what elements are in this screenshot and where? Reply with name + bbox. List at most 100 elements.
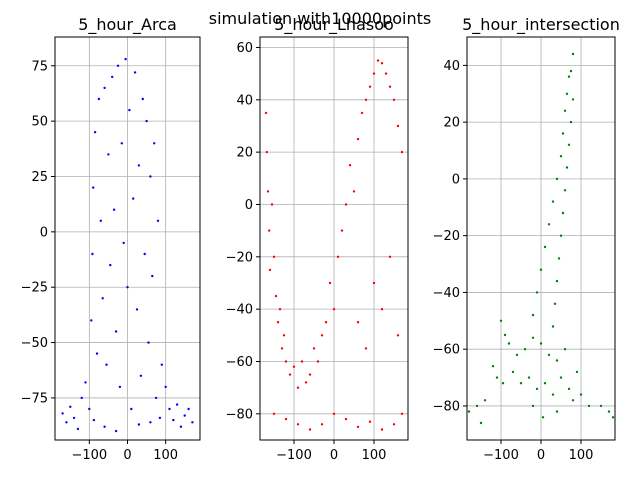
scatter-point	[324, 321, 328, 324]
scatter-point	[575, 370, 579, 374]
scatter-point	[372, 281, 376, 285]
scatter-point	[328, 281, 332, 285]
scatter-point	[467, 410, 471, 413]
y-tick-label: 0	[40, 225, 48, 240]
scatter-point	[380, 308, 384, 311]
scatter-point	[400, 150, 404, 154]
scatter-point	[539, 342, 543, 345]
scatter-point	[304, 381, 308, 384]
scatter-point	[97, 97, 101, 101]
scatter-point	[179, 425, 183, 428]
scatter-point	[272, 412, 276, 415]
scatter-point	[107, 153, 110, 156]
y-tick-label: −20	[226, 250, 253, 265]
y-tick-label: 50	[31, 115, 48, 130]
x-tick-label: −100	[276, 448, 312, 463]
scatter-point	[114, 330, 118, 333]
scatter-point	[88, 407, 91, 411]
scatter-point	[270, 203, 274, 206]
scatter-point	[555, 177, 559, 181]
scatter-point	[320, 423, 324, 426]
scatter-point	[380, 62, 384, 65]
scatter-point	[567, 143, 571, 146]
scatter-point	[561, 211, 565, 215]
x-tick-label: 0	[537, 448, 545, 463]
scatter-point	[555, 279, 559, 283]
scatter-point	[531, 336, 535, 339]
scatter-point	[105, 363, 108, 366]
scatter-point	[114, 429, 118, 433]
scatter-point	[147, 341, 150, 344]
scatter-point	[320, 334, 324, 337]
scatter-point	[507, 342, 511, 345]
scatter-point	[388, 85, 392, 88]
scatter-point	[175, 403, 179, 406]
scatter-point	[296, 386, 300, 389]
x-tick-label: 0	[330, 448, 338, 463]
scatter-point	[284, 417, 288, 421]
scatter-point	[292, 365, 296, 368]
scatter-point	[308, 428, 312, 431]
scatter-point	[531, 404, 535, 408]
scatter-point	[154, 396, 158, 400]
scatter-point	[99, 219, 103, 222]
scatter-point	[515, 353, 519, 357]
y-tick-label: 20	[443, 116, 460, 131]
y-tick-label: −25	[21, 281, 48, 296]
scatter-point	[571, 399, 575, 402]
scatter-point	[191, 421, 194, 424]
scatter-point	[559, 234, 563, 237]
scatter-point	[61, 412, 64, 415]
scatter-point	[555, 410, 559, 413]
scatter-point	[312, 347, 316, 350]
scatter-point	[400, 412, 404, 415]
scatter-point	[137, 164, 141, 167]
scatter-point	[368, 420, 372, 423]
scatter-point	[103, 86, 106, 90]
scatter-point	[557, 257, 561, 260]
scatter-point	[527, 376, 531, 379]
scatter-point	[95, 352, 99, 355]
scatter-point	[126, 286, 129, 289]
scatter-point	[336, 255, 340, 258]
y-tick-label: 0	[245, 198, 253, 213]
y-tick-label: −50	[21, 336, 48, 351]
scatter-point	[116, 64, 120, 68]
subplot-1: −100 0 100 −75 −50 −25 0 25 50 75 5_hour_Arca	[21, 15, 201, 463]
subplot-2: −100 0 100 −80 −60 −40 −20 0 20 40 60 5_hour_Lhasoo	[226, 15, 409, 463]
y-tick-label: −40	[433, 286, 460, 301]
scatter-point	[571, 52, 575, 56]
scatter-point	[268, 268, 272, 272]
scatter-point	[151, 274, 154, 278]
scatter-point	[495, 376, 499, 379]
scatter-point	[563, 109, 567, 113]
scatter-point	[372, 72, 376, 75]
scatter-point	[143, 252, 146, 256]
scatter-point	[501, 382, 505, 385]
scatter-point	[124, 57, 127, 61]
subplot-title: 5_hour_Arca	[78, 15, 177, 35]
scatter-point	[541, 416, 545, 419]
scatter-point	[300, 360, 304, 363]
scatter-point	[368, 85, 372, 88]
scatter-point	[160, 363, 163, 366]
scatter-point	[280, 347, 284, 350]
scatter-point	[92, 418, 96, 422]
scatter-point	[92, 186, 95, 189]
scatter-point	[565, 92, 569, 96]
scatter-point	[112, 208, 116, 211]
scatter-point	[84, 381, 87, 384]
scatter-point	[80, 396, 83, 400]
y-tick-label: 25	[31, 170, 48, 185]
scatter-point	[344, 203, 348, 206]
scatter-point	[352, 190, 356, 193]
scatter-point	[164, 385, 167, 389]
scatter-point	[276, 321, 280, 324]
scatter-point	[122, 241, 125, 245]
scatter-point	[133, 71, 137, 74]
y-tick-label: 60	[236, 41, 253, 56]
scatter-point	[599, 404, 603, 408]
scatter-point	[483, 399, 487, 402]
scatter-point	[475, 404, 479, 408]
